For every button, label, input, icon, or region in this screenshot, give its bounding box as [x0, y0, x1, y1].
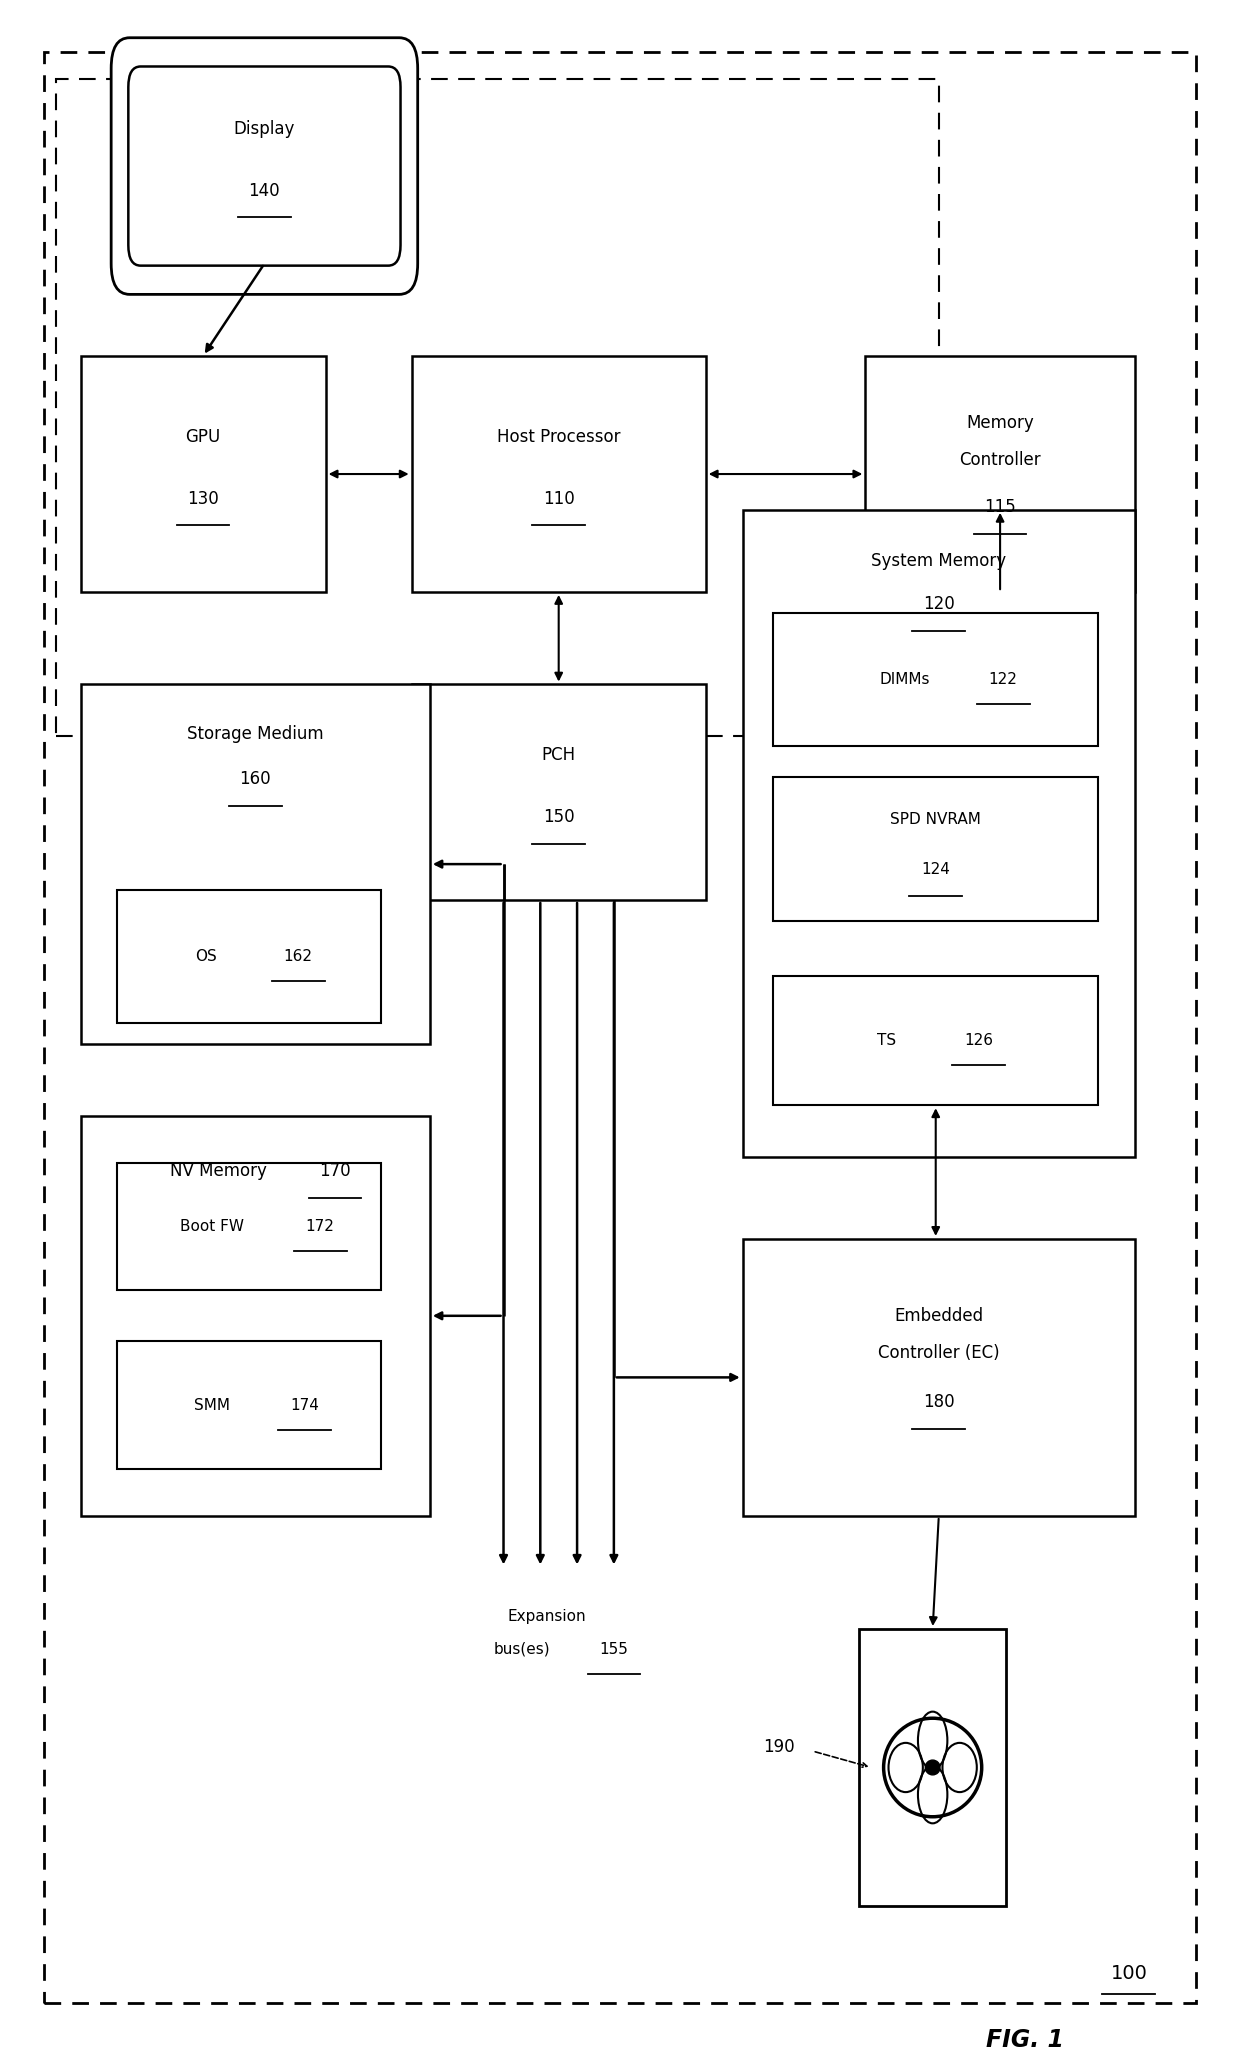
Text: Display: Display: [234, 120, 295, 138]
Text: 170: 170: [319, 1162, 351, 1180]
Text: 126: 126: [965, 1034, 993, 1048]
Text: SPD NVRAM: SPD NVRAM: [890, 812, 981, 827]
Bar: [412, 356, 706, 591]
Bar: [81, 684, 430, 1044]
Text: 124: 124: [921, 862, 950, 876]
Text: Expansion: Expansion: [507, 1608, 585, 1625]
Text: TS: TS: [877, 1034, 897, 1048]
Bar: [118, 1164, 381, 1290]
Bar: [118, 889, 381, 1023]
Text: GPU: GPU: [186, 428, 221, 446]
Text: Host Processor: Host Processor: [497, 428, 620, 446]
Text: 180: 180: [923, 1393, 955, 1412]
Bar: [118, 1341, 381, 1470]
Bar: [774, 612, 1099, 746]
Text: FIG. 1: FIG. 1: [986, 2028, 1064, 2053]
Bar: [774, 777, 1099, 920]
Text: 160: 160: [239, 769, 272, 788]
Text: 120: 120: [923, 595, 955, 614]
Text: 150: 150: [543, 808, 574, 827]
Text: SMM: SMM: [195, 1397, 231, 1412]
Bar: [56, 79, 939, 736]
Text: Controller (EC): Controller (EC): [878, 1344, 999, 1362]
FancyBboxPatch shape: [112, 37, 418, 294]
Text: System Memory: System Memory: [872, 552, 1007, 570]
Text: 115: 115: [985, 498, 1016, 517]
Bar: [866, 356, 1135, 591]
Bar: [743, 1238, 1135, 1515]
Text: Controller: Controller: [960, 451, 1040, 469]
Text: 110: 110: [543, 490, 574, 508]
Bar: [859, 1629, 1006, 1906]
Bar: [412, 684, 706, 899]
Bar: [743, 511, 1135, 1158]
Text: 162: 162: [284, 949, 312, 963]
Text: NV Memory: NV Memory: [170, 1162, 267, 1180]
Text: DIMMs: DIMMs: [880, 672, 930, 686]
Text: 130: 130: [187, 490, 219, 508]
Bar: [81, 1116, 430, 1515]
Text: 140: 140: [248, 182, 280, 200]
Ellipse shape: [925, 1761, 940, 1776]
Bar: [81, 356, 326, 591]
Text: Embedded: Embedded: [894, 1306, 983, 1325]
Text: OS: OS: [196, 949, 217, 963]
Text: 172: 172: [306, 1220, 335, 1234]
Text: 100: 100: [1110, 1964, 1147, 1984]
Text: Storage Medium: Storage Medium: [187, 726, 324, 742]
Text: Memory: Memory: [966, 413, 1034, 432]
Bar: [774, 976, 1099, 1106]
FancyBboxPatch shape: [128, 66, 401, 267]
Text: PCH: PCH: [542, 746, 575, 765]
Text: bus(es): bus(es): [494, 1641, 551, 1658]
Text: 155: 155: [599, 1641, 629, 1658]
Text: 122: 122: [988, 672, 1018, 686]
Text: 190: 190: [764, 1738, 795, 1757]
Text: Boot FW: Boot FW: [180, 1220, 244, 1234]
Text: 174: 174: [290, 1397, 319, 1412]
